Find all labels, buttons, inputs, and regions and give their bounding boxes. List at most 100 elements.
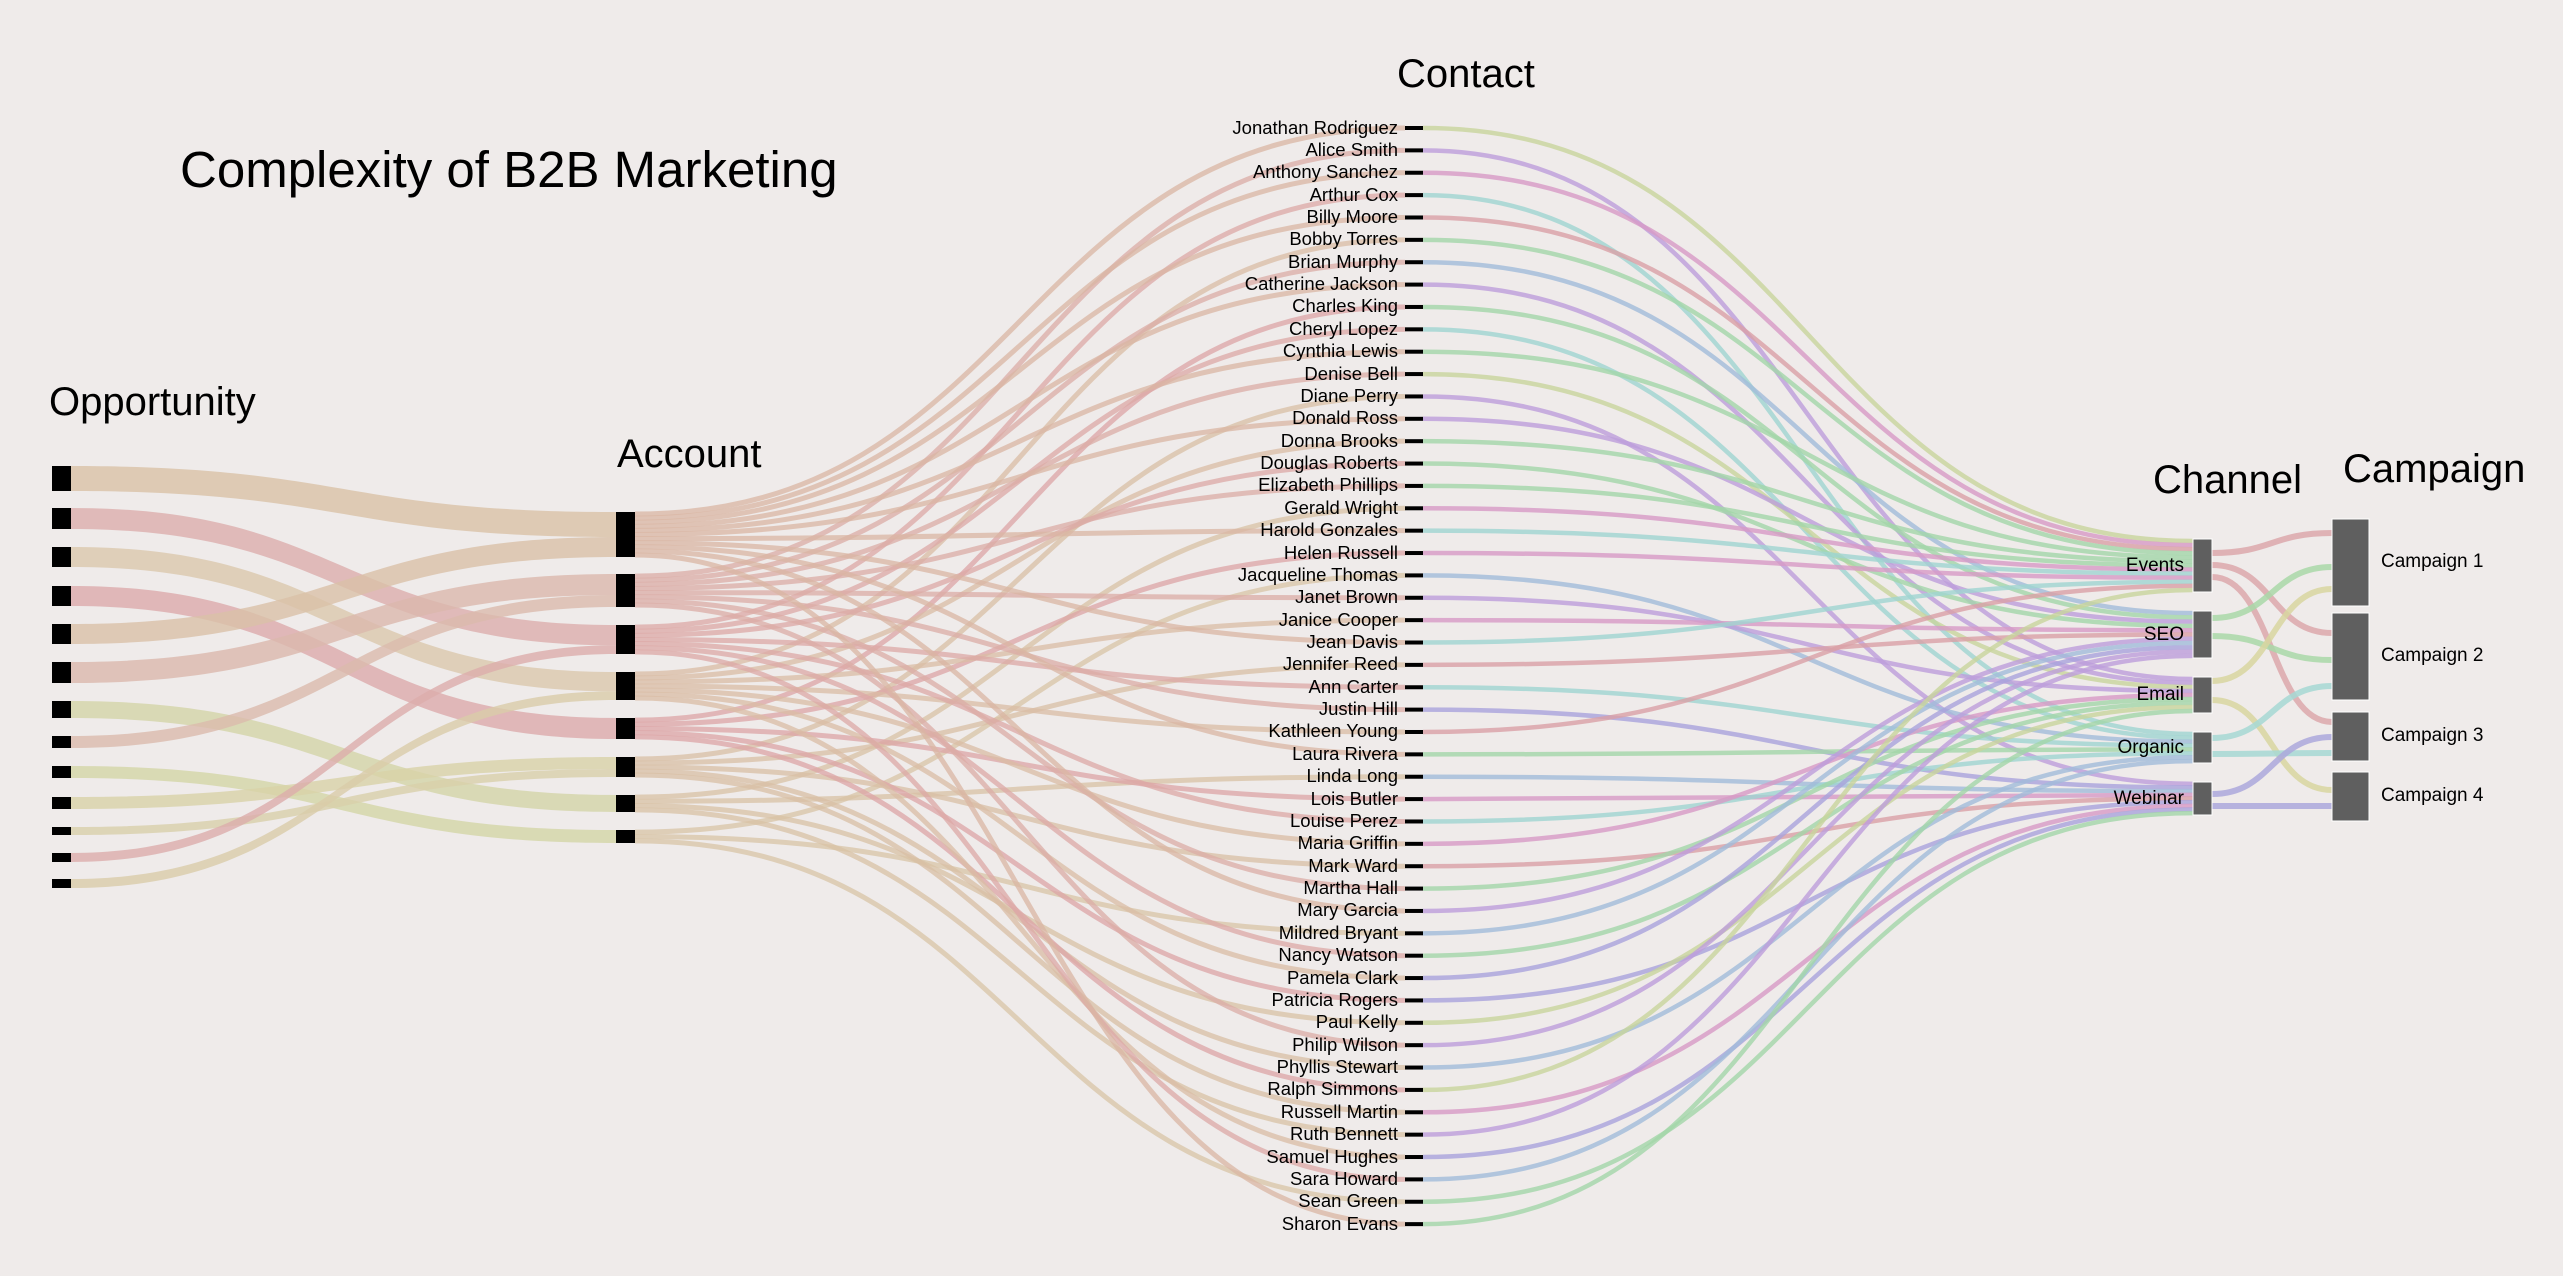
contact-node[interactable] [1405,1222,1423,1227]
contact-channel-link [1422,692,2194,847]
column-label-contact: Contact [1397,52,1535,96]
contact-node[interactable] [1405,148,1423,153]
contact-node[interactable] [1405,1155,1423,1160]
contact-node[interactable] [1405,886,1423,891]
opportunity-node[interactable] [52,853,71,862]
opportunity-node[interactable] [52,766,71,778]
opportunity-node[interactable] [52,827,71,835]
account-node[interactable] [616,512,635,557]
contact-node[interactable] [1405,260,1423,265]
contact-node[interactable] [1405,595,1423,600]
channel-node[interactable] [2192,731,2213,764]
channel-node[interactable] [2192,781,2213,816]
contact-node[interactable] [1405,729,1423,734]
contact-node[interactable] [1405,304,1423,309]
channel-label-email: Email [2136,684,2184,705]
opportunity-node[interactable] [52,662,71,683]
campaign-node[interactable] [2331,518,2370,607]
opportunity-node[interactable] [52,508,71,529]
contact-node[interactable] [1405,908,1423,913]
opportunity-node[interactable] [52,466,71,491]
contact-channel-link [1422,799,2194,1003]
contact-node[interactable] [1405,327,1423,332]
contact-node[interactable] [1405,170,1423,175]
contact-node[interactable] [1405,282,1423,287]
contact-channel-link [1422,170,2194,548]
campaign-node[interactable] [2331,612,2370,701]
contact-node[interactable] [1405,1020,1423,1025]
account-node[interactable] [616,795,635,812]
contact-node[interactable] [1405,640,1423,645]
contact-node[interactable] [1405,797,1423,802]
account-node[interactable] [616,672,635,700]
contact-node[interactable] [1405,931,1423,936]
contact-node[interactable] [1405,1199,1423,1204]
contact-node[interactable] [1405,506,1423,511]
contact-node[interactable] [1405,528,1423,533]
contact-label: Mary Garcia [1297,899,1398,921]
contact-label: Harold Gonzales [1260,519,1398,541]
contact-node[interactable] [1405,1110,1423,1115]
contact-node[interactable] [1405,126,1423,130]
opportunity-node[interactable] [52,736,71,748]
contact-node[interactable] [1405,841,1423,846]
contact-node[interactable] [1405,953,1423,958]
account-node[interactable] [616,718,635,739]
contact-node[interactable] [1405,618,1423,623]
opportunity-node[interactable] [52,701,71,718]
contact-node[interactable] [1405,349,1423,354]
contact-node[interactable] [1405,976,1423,981]
contact-node[interactable] [1405,193,1423,198]
contact-node[interactable] [1405,752,1423,757]
contact-channel-link [1422,579,2194,645]
contact-node[interactable] [1405,551,1423,556]
contact-node[interactable] [1405,573,1423,578]
contact-node[interactable] [1405,215,1423,220]
channel-node[interactable] [2192,538,2213,593]
contact-channel-link [1422,810,2194,1205]
opportunity-node[interactable] [52,624,71,644]
contact-node[interactable] [1405,1043,1423,1048]
contact-node[interactable] [1405,707,1423,712]
account-node[interactable] [616,757,635,777]
contact-label: Anthony Sanchez [1252,161,1398,183]
account-contact-link [634,772,1406,1115]
campaign-node[interactable] [2331,771,2370,822]
contact-node[interactable] [1405,394,1423,399]
contact-node[interactable] [1405,372,1423,377]
opportunity-account-link [71,769,616,835]
contact-node[interactable] [1405,237,1423,242]
contact-channel-link [1422,550,2194,580]
contact-node[interactable] [1405,439,1423,444]
opportunity-node[interactable] [52,879,71,888]
account-contact-link [634,637,1406,690]
opportunity-node[interactable] [52,547,71,567]
contact-node[interactable] [1405,1087,1423,1092]
contact-node[interactable] [1405,998,1423,1003]
contact-node[interactable] [1405,774,1423,779]
contact-node[interactable] [1405,864,1423,869]
campaign-node[interactable] [2331,711,2370,762]
contact-label: Ruth Bennett [1290,1123,1398,1145]
channel-node[interactable] [2192,676,2213,714]
contact-node[interactable] [1405,662,1423,667]
contact-node[interactable] [1405,461,1423,466]
contact-node[interactable] [1405,483,1423,488]
account-node[interactable] [616,574,635,607]
contact-node[interactable] [1405,416,1423,421]
account-node[interactable] [616,625,635,654]
account-contact-link [634,282,1406,529]
contact-node[interactable] [1405,685,1423,690]
account-node[interactable] [616,830,635,843]
contact-node[interactable] [1405,819,1423,824]
contact-channel-link [1422,304,2194,620]
contact-node[interactable] [1405,1132,1423,1137]
contact-node[interactable] [1405,1177,1423,1182]
channel-campaign-link [2211,564,2333,621]
contact-node[interactable] [1405,1065,1423,1070]
contact-channel-link [1422,792,2194,802]
channel-node[interactable] [2192,610,2213,659]
contact-channel-link [1422,528,2194,576]
opportunity-node[interactable] [52,797,71,809]
opportunity-node[interactable] [52,586,71,606]
